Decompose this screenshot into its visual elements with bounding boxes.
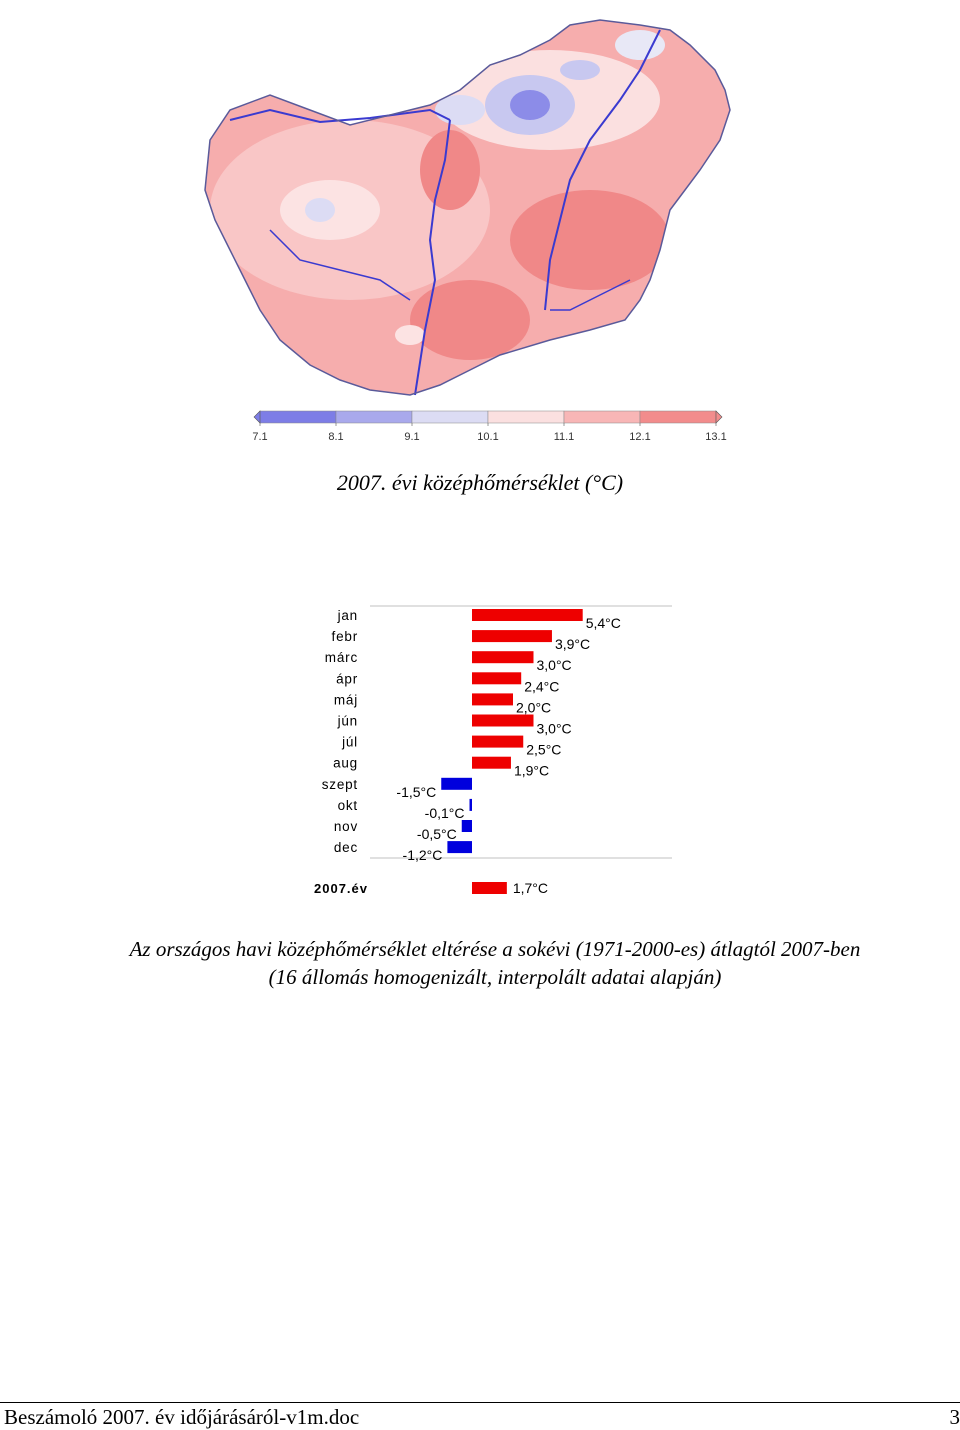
bar-marks: jan 5,4°C febr 3,9°C márc 3,0°C ápr 2,4°C máj 2,0… [314,608,621,896]
category-label: ápr [336,671,358,686]
legend-swatch [336,411,412,423]
legend-ticks: 7.1 8.1 9.1 10.1 11.1 12.1 13.1 [252,423,726,443]
annual-bar [472,882,507,894]
legend-swatches [254,411,722,423]
data-label: -0,1°C [425,805,465,821]
data-label: 2,0°C [516,699,551,715]
bar [472,651,534,663]
bar [472,672,521,684]
legend-tick-label: 12.1 [629,431,650,443]
data-label: 3,9°C [555,636,590,652]
data-label: 2,5°C [526,742,561,758]
bar [472,609,583,621]
legend-swatch [564,411,640,423]
bar [472,630,552,642]
bar [447,841,472,853]
data-label: 3,0°C [537,657,572,673]
legend-tick-label: 8.1 [328,431,343,443]
annual-data-label: 1,7°C [513,880,548,896]
bar [472,757,511,769]
annual-category-label: 2007.év [314,881,368,896]
category-label: jan [337,608,358,623]
bar [470,799,473,811]
category-label: okt [338,798,358,813]
temperature-map [170,10,740,405]
legend-swatch [260,411,336,423]
data-label: -1,2°C [403,847,443,863]
bar [472,693,513,705]
data-label: -1,5°C [396,784,436,800]
category-label: szept [322,777,358,792]
category-label: aug [333,756,358,771]
bar [472,736,523,748]
legend-tick-label: 9.1 [404,431,419,443]
bar [462,820,472,832]
monthly-anomaly-bar-chart: jan 5,4°C febr 3,9°C márc 3,0°C ápr 2,4°C máj 2,0… [300,600,690,900]
footer-page-number: 3 [950,1405,960,1430]
category-label: máj [334,692,358,707]
legend-tick-label: 11.1 [554,431,575,443]
legend-tick-label: 10.1 [477,431,498,443]
data-label: 2,4°C [524,678,559,694]
legend-swatch [640,411,716,423]
footer-document-name: Beszámoló 2007. év időjárásáról-v1m.doc [4,1405,359,1430]
caption-line-2: (16 állomás homogenizált, interpolált ad… [0,963,960,991]
data-label: -0,5°C [417,826,457,842]
data-label: 5,4°C [586,615,621,631]
category-label: febr [332,629,358,644]
legend-arrow-left [254,411,260,423]
map-title: 2007. évi középhőmérséklet (°C) [0,470,960,496]
figure-caption: Az országos havi középhőmérséklet eltéré… [0,935,960,991]
legend-arrow-right [716,411,722,423]
category-label: dec [334,840,358,855]
category-label: júl [341,735,358,750]
legend-swatch [488,411,564,423]
map-color-legend: 7.1 8.1 9.1 10.1 11.1 12.1 13.1 [250,405,740,447]
category-label: nov [334,819,358,834]
data-label: 1,9°C [514,763,549,779]
page-footer: Beszámoló 2007. év időjárásáról-v1m.doc … [0,1402,960,1429]
legend-tick-label: 13.1 [705,431,726,443]
category-label: jún [337,714,358,729]
bar [441,778,472,790]
caption-line-1: Az országos havi középhőmérséklet eltéré… [0,935,960,963]
category-label: márc [325,650,358,665]
map-fill [170,10,740,405]
data-label: 3,0°C [537,721,572,737]
legend-swatch [412,411,488,423]
bar [472,715,534,727]
legend-tick-label: 7.1 [252,431,267,443]
